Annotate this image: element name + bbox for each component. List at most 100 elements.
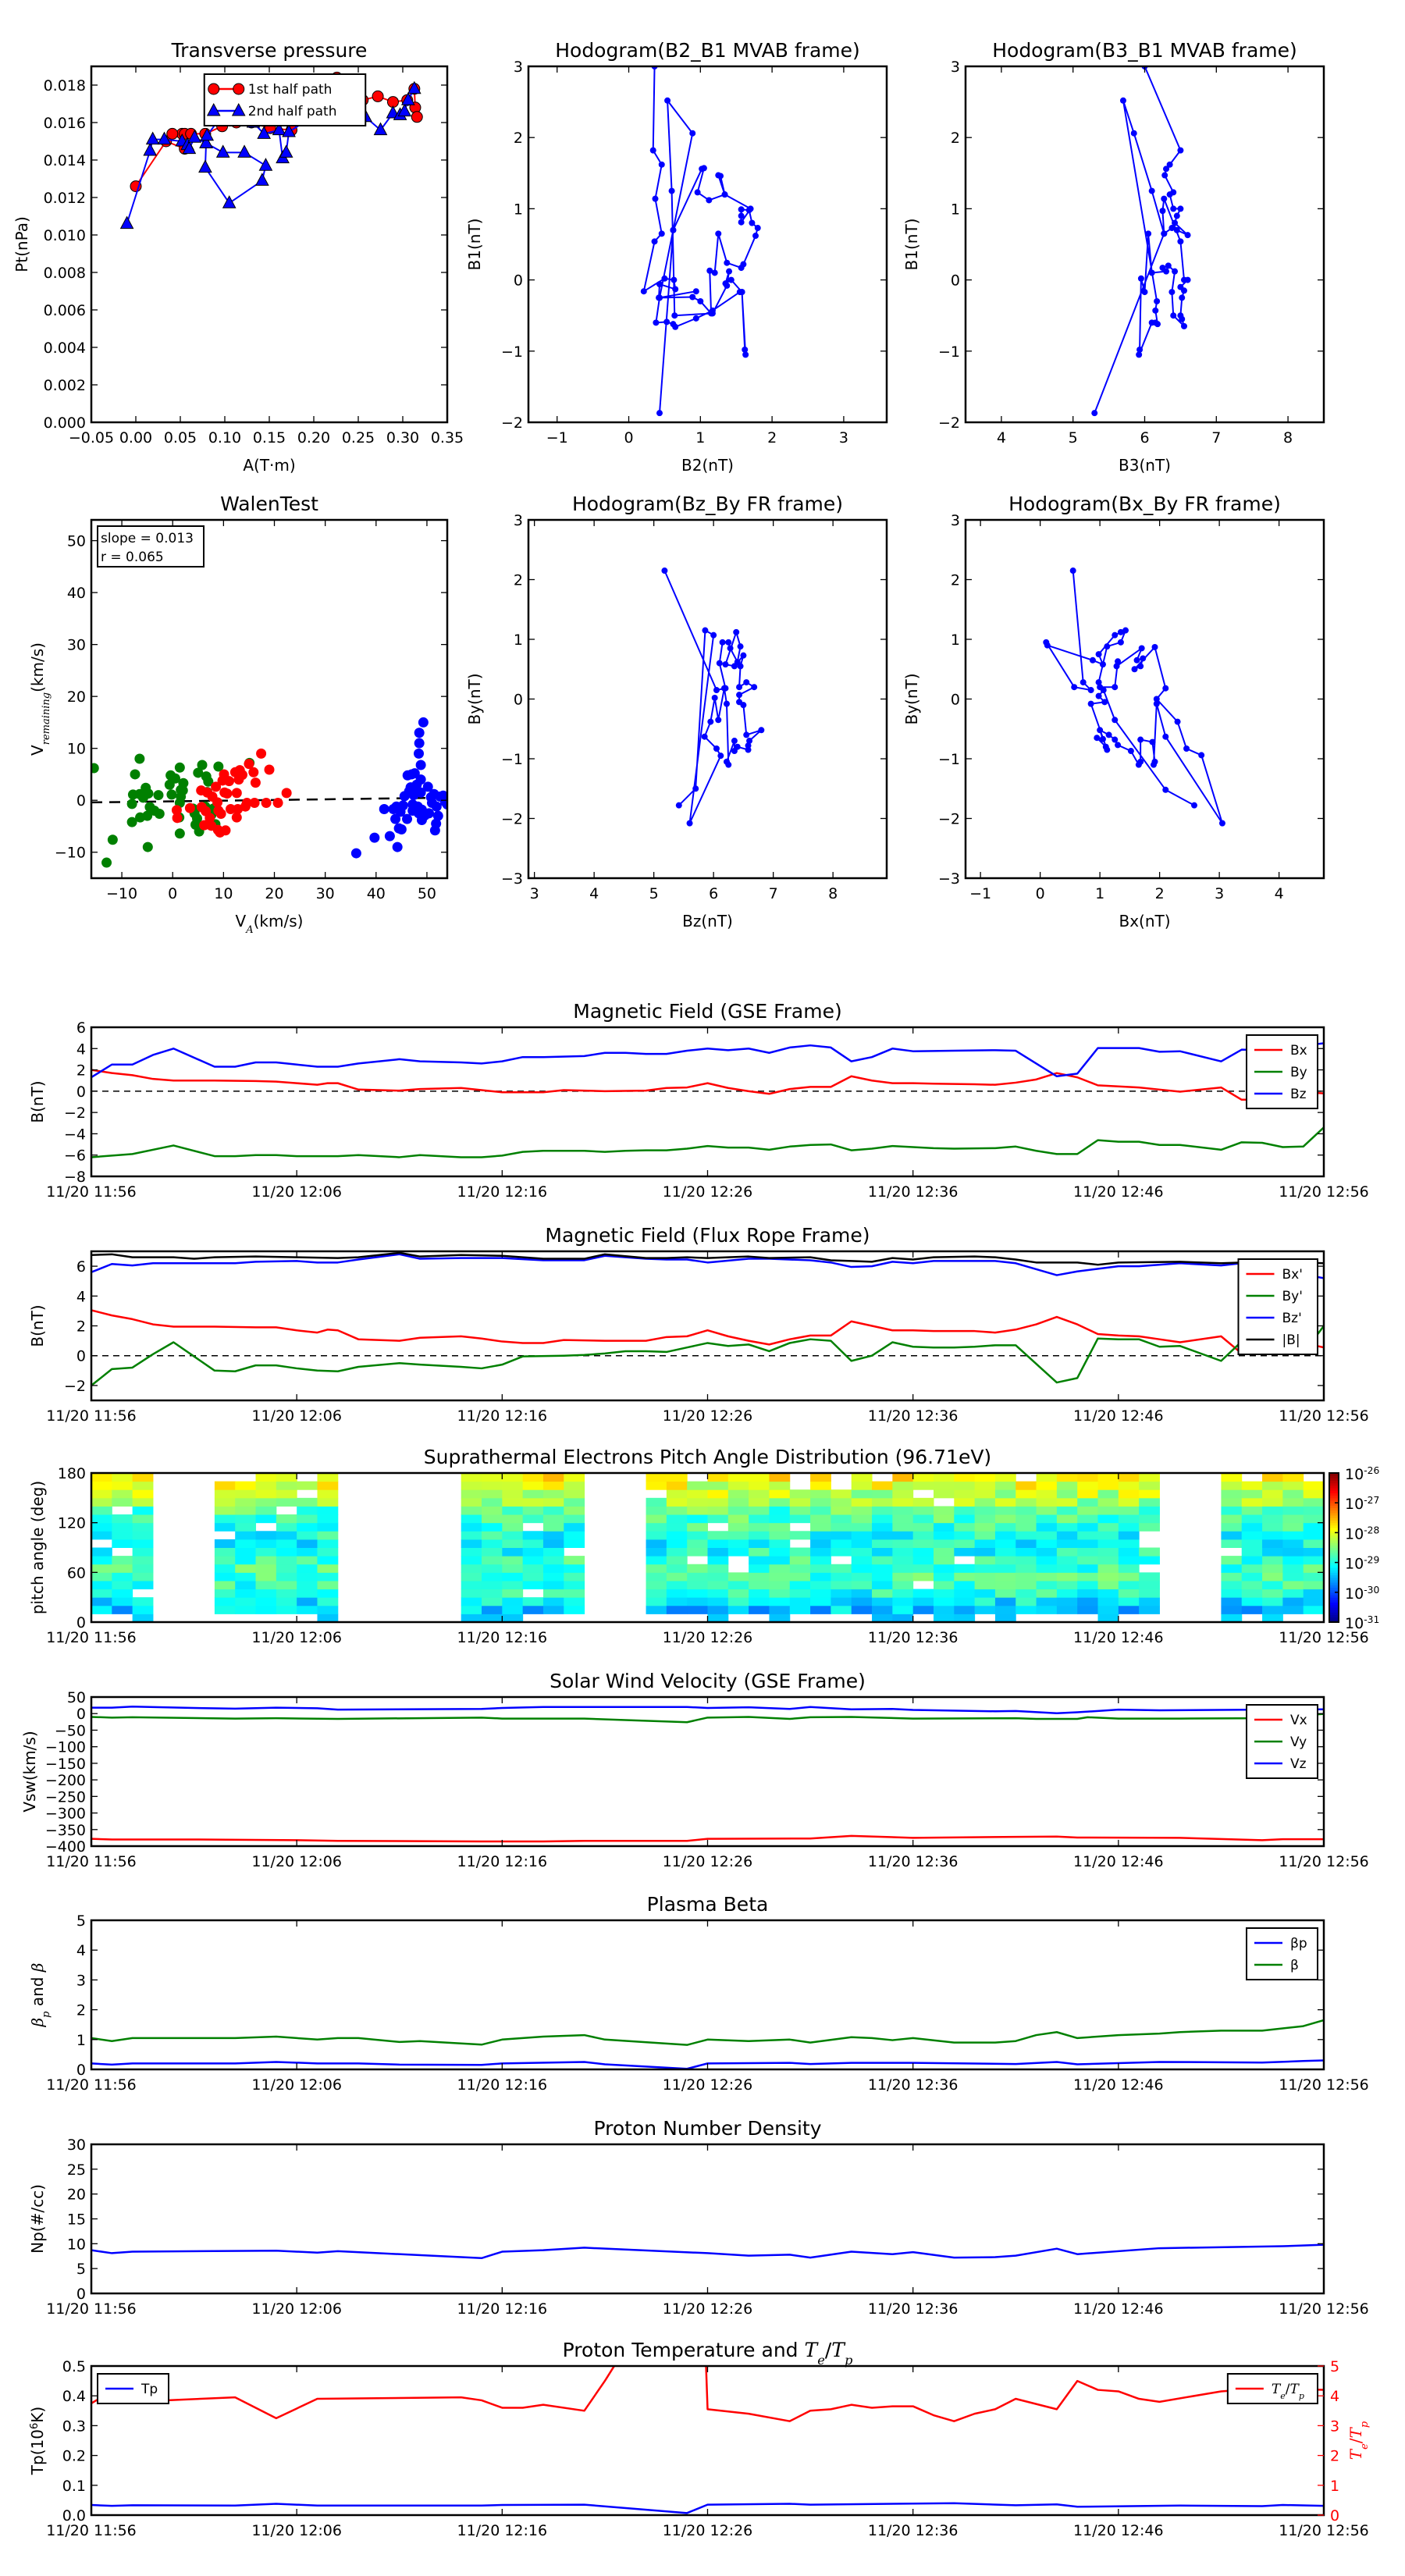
pad-cell <box>831 1564 852 1573</box>
data-point <box>723 700 730 707</box>
colorbar-segment <box>1329 1525 1339 1528</box>
pad-cell <box>1097 1556 1119 1565</box>
y-axis-label: B1(nT) <box>465 219 484 271</box>
pad-cell <box>482 1489 503 1499</box>
pad-cell <box>1262 1531 1283 1540</box>
pad-cell <box>461 1497 482 1507</box>
pad-cell <box>1016 1539 1037 1548</box>
pad-cell <box>482 1506 503 1515</box>
electron-pad-panel: 10-26 10-27 10-28 10-29 10-30 10-31 11/20 11:5… <box>28 1446 1379 1646</box>
pad-cell <box>522 1531 544 1540</box>
colorbar-tick-label: 10-30 <box>1345 1585 1379 1603</box>
pad-cell <box>91 1547 112 1557</box>
pad-cell <box>461 1564 482 1573</box>
pad-cell <box>1282 1572 1304 1582</box>
pad-cell <box>727 1572 749 1582</box>
pad-cell <box>789 1489 811 1499</box>
pad-cell <box>1241 1531 1263 1540</box>
y-axis-label: B(nT) <box>28 1080 47 1123</box>
y-tick-label: −3 <box>938 870 960 888</box>
pad-cell <box>1118 1522 1140 1532</box>
pad-cell <box>1056 1564 1078 1573</box>
pad-cell <box>564 1489 585 1499</box>
pad-cell <box>1118 1489 1140 1499</box>
data-point <box>415 760 426 770</box>
pad-cell <box>892 1556 914 1565</box>
pad-cell <box>954 1589 976 1598</box>
pad-cell <box>1118 1506 1140 1515</box>
colorbar-segment <box>1329 1522 1339 1526</box>
x-tick-label: 4 <box>589 885 599 902</box>
pad-cell <box>974 1564 996 1573</box>
pad-cell <box>1241 1580 1263 1590</box>
y-tick-label: 6 <box>76 1258 86 1276</box>
data-point <box>713 687 720 694</box>
pad-cell <box>646 1597 667 1606</box>
pad-cell <box>276 1539 297 1548</box>
data-point <box>1137 663 1144 670</box>
x-tick-label: 0 <box>1036 885 1045 902</box>
pad-cell <box>112 1473 133 1482</box>
data-point <box>1112 684 1119 691</box>
y-tick-label: 1 <box>514 201 523 218</box>
pad-cell <box>1241 1481 1263 1490</box>
data-point <box>1172 268 1179 275</box>
colorbar-segment <box>1329 1570 1339 1573</box>
pad-cell <box>1056 1514 1078 1524</box>
pad-cell <box>255 1497 277 1507</box>
data-point <box>1087 687 1094 694</box>
pad-cell <box>974 1481 996 1490</box>
data-point <box>1137 736 1144 743</box>
pad-cell <box>666 1489 688 1499</box>
pad-cell <box>727 1597 749 1606</box>
colorbar-segment <box>1329 1585 1339 1588</box>
data-point <box>350 848 361 859</box>
pad-cell <box>564 1597 585 1606</box>
pad-cell <box>522 1556 544 1565</box>
y-tick-label: 0 <box>76 1706 86 1723</box>
data-point <box>692 785 699 792</box>
pad-cell <box>727 1539 749 1548</box>
pad-cell <box>954 1597 976 1606</box>
pad-cell <box>276 1497 297 1507</box>
pad-cell <box>646 1514 667 1524</box>
pad-cell <box>1303 1531 1324 1540</box>
pad-cell <box>666 1547 688 1557</box>
x-tick-label: 11/20 12:26 <box>663 2300 753 2318</box>
pad-cell <box>1139 1473 1160 1482</box>
y-tick-label: −2 <box>64 1378 86 1395</box>
pad-cell <box>1077 1547 1099 1557</box>
pad-cell <box>1036 1556 1058 1565</box>
pad-cell <box>1241 1497 1263 1507</box>
data-point <box>1161 230 1168 237</box>
hodogram-b3-b1-panel: 4 5 6 7 8 −2 −1 0 1 2 3 Hodogram(B3_B1 MVAB frame) B… <box>902 39 1325 475</box>
x-tick-label: 8 <box>1283 429 1293 447</box>
pad-cell <box>769 1539 791 1548</box>
pad-cell <box>112 1531 133 1540</box>
x-tick-label: 3 <box>530 885 539 902</box>
x-tick-label: 11/20 12:36 <box>868 1853 959 1870</box>
colorbar-segment <box>1329 1488 1339 1491</box>
y-tick-label: −1 <box>938 343 960 361</box>
pad-cell <box>1221 1531 1243 1540</box>
pad-cell <box>1262 1556 1283 1565</box>
colorbar-segment <box>1329 1564 1339 1568</box>
data-point <box>717 173 724 180</box>
x-tick-label: 11/20 12:36 <box>868 1183 959 1201</box>
pad-cell <box>666 1531 688 1540</box>
pad-cell <box>1241 1514 1263 1524</box>
colorbar-segment <box>1329 1537 1339 1541</box>
data-point <box>390 813 401 824</box>
pad-cell <box>1262 1506 1283 1515</box>
data-point <box>431 818 442 829</box>
data-point <box>671 312 678 319</box>
data-point <box>126 799 137 809</box>
pad-cell <box>112 1597 133 1606</box>
series-red <box>171 748 292 838</box>
colorbar-segment <box>1329 1532 1339 1536</box>
pad-cell <box>1118 1473 1140 1482</box>
pad-cell <box>646 1531 667 1540</box>
pad-cell <box>687 1522 708 1532</box>
y-tick-label: −2 <box>501 811 523 828</box>
pad-cell <box>297 1564 318 1573</box>
